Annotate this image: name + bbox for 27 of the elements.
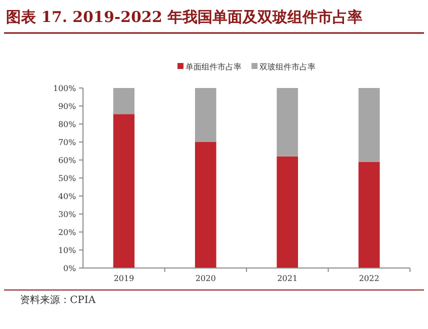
x-tick-label: 2022 xyxy=(358,274,380,283)
y-tick-label: 50% xyxy=(58,174,76,183)
bar xyxy=(276,88,298,156)
y-tick-label: 40% xyxy=(58,192,76,201)
y-tick-label: 0% xyxy=(63,264,76,273)
y-tick-label: 10% xyxy=(58,246,76,255)
bar xyxy=(113,88,134,114)
legend-label: 单面组件市占率 xyxy=(186,62,242,72)
y-tick-label: 20% xyxy=(58,228,76,237)
bar xyxy=(113,114,134,268)
text: 资料来源：CPIA xyxy=(20,294,96,306)
bar xyxy=(194,142,216,268)
y-tick-label: 90% xyxy=(58,102,76,111)
bar xyxy=(358,162,380,268)
y-tick-label: 30% xyxy=(58,210,76,219)
legend-label: 双玻组件市占率 xyxy=(260,62,316,72)
bar xyxy=(276,156,298,268)
bar xyxy=(358,88,380,162)
chart-title: 图表 17. 2019-2022 年我国单面及双玻组件市占率 xyxy=(6,8,362,26)
bar xyxy=(194,88,216,142)
y-tick-label: 70% xyxy=(58,138,76,147)
x-tick-label: 2019 xyxy=(114,274,134,283)
y-tick-label: 80% xyxy=(58,120,76,129)
y-tick-label: 60% xyxy=(58,156,76,165)
x-tick-label: 2021 xyxy=(277,274,298,283)
x-tick-label: 2020 xyxy=(195,274,216,283)
y-tick-label: 100% xyxy=(53,84,76,93)
